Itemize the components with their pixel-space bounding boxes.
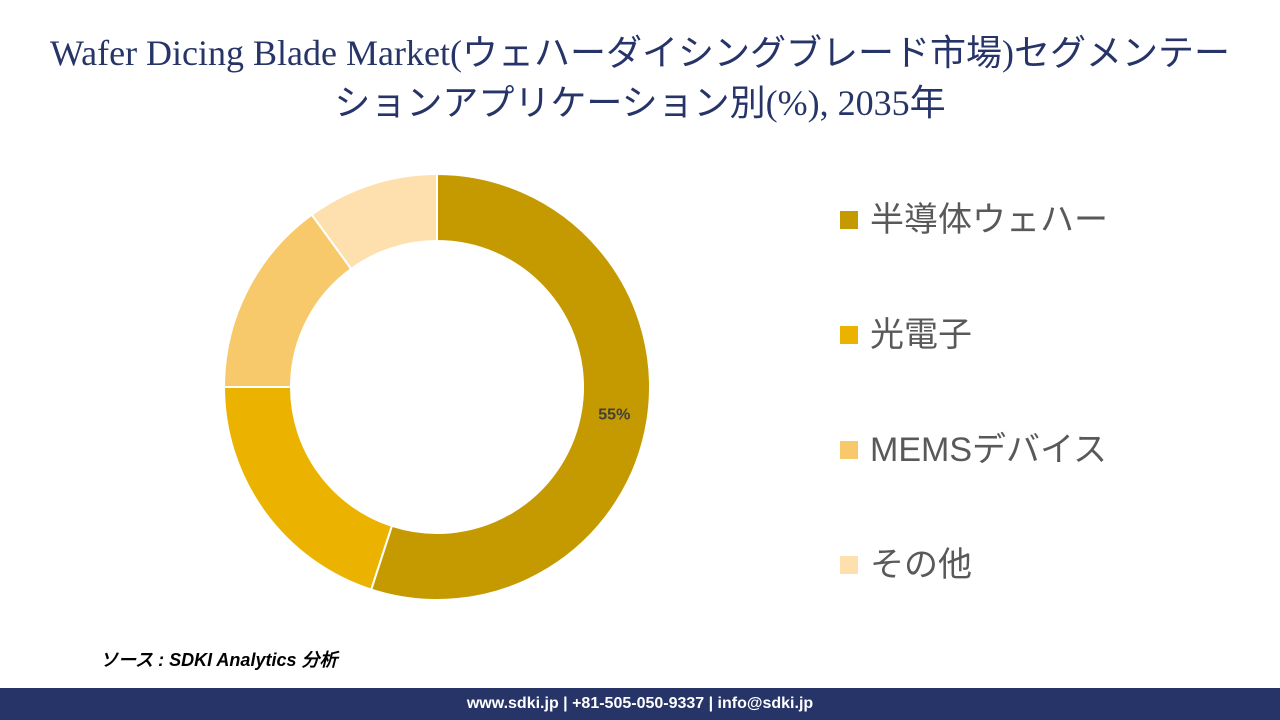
- legend-label: その他: [870, 546, 972, 584]
- data-label: 55%: [598, 406, 630, 423]
- legend-label: 半導体ウェハー: [870, 201, 1108, 239]
- legend-swatch: [840, 326, 858, 344]
- legend-label: 光電子: [870, 316, 972, 354]
- legend-label: MEMSデバイス: [870, 431, 1107, 469]
- legend-swatch: [840, 211, 858, 229]
- chart-title: Wafer Dicing Blade Market(ウェハーダイシングブレード市…: [50, 33, 1230, 123]
- footer: www.sdki.jp | +81-505-050-9337 | info@sd…: [0, 688, 1280, 720]
- source-note: ソース : SDKI Analytics 分析: [100, 650, 338, 670]
- donut-segment: [369, 172, 651, 601]
- donut-segment: [222, 386, 394, 591]
- legend-swatch: [840, 556, 858, 574]
- donut-segment: [310, 172, 438, 271]
- legend-swatch: [840, 441, 858, 459]
